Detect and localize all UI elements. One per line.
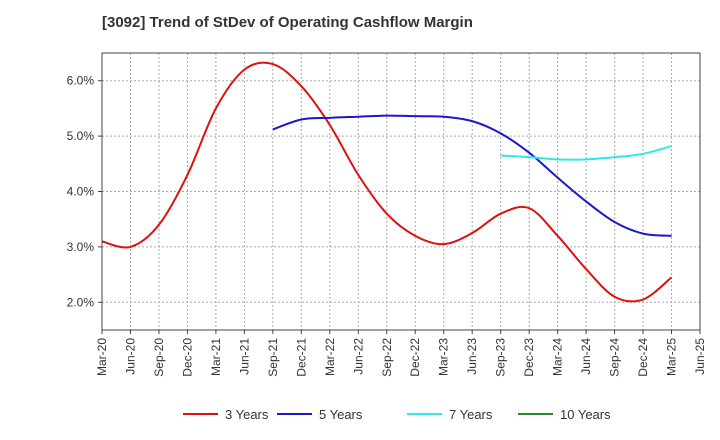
y-tick-label: 3.0% xyxy=(67,240,95,254)
x-tick-label: Sep-22 xyxy=(380,338,394,377)
x-tick-label: Dec-20 xyxy=(180,338,194,377)
x-tick-label: Jun-20 xyxy=(123,338,137,375)
y-tick-label: 5.0% xyxy=(67,129,95,143)
legend: 3 Years 5 Years 7 Years 10 Years xyxy=(183,407,611,422)
x-axis-ticks: Mar-20 Jun-20 Sep-20 Dec-20 Mar-21 Jun-21 Sep-… xyxy=(95,330,707,377)
x-tick-label: Dec-21 xyxy=(294,338,308,377)
x-tick-label: Mar-23 xyxy=(437,338,451,376)
x-tick-label: Sep-24 xyxy=(608,338,622,377)
series-line-2 xyxy=(500,145,672,161)
x-tick-label: Sep-21 xyxy=(266,338,280,377)
x-tick-label: Sep-23 xyxy=(494,338,508,377)
legend-label-1: 5 Years xyxy=(319,407,363,422)
x-tick-label: Mar-22 xyxy=(323,338,337,376)
y-tick-label: 6.0% xyxy=(67,74,95,88)
chart-title: [3092] Trend of StDev of Operating Cashf… xyxy=(102,14,473,31)
y-tick-label: 4.0% xyxy=(67,185,95,199)
x-tick-label: Dec-24 xyxy=(636,338,650,377)
x-tick-label: Mar-25 xyxy=(665,338,679,376)
x-tick-label: Mar-24 xyxy=(551,338,565,376)
x-tick-label: Sep-20 xyxy=(152,338,166,377)
x-tick-label: Jun-24 xyxy=(579,338,593,375)
x-tick-label: Jun-22 xyxy=(351,338,365,375)
legend-label-3: 10 Years xyxy=(560,407,611,422)
x-tick-label: Mar-20 xyxy=(95,338,109,376)
y-axis-ticks: 2.0% 3.0% 4.0% 5.0% 6.0% xyxy=(67,74,102,309)
series-lines xyxy=(101,61,673,303)
x-tick-label: Dec-23 xyxy=(522,338,536,377)
x-tick-label: Jun-23 xyxy=(465,338,479,375)
x-tick-label: Jun-21 xyxy=(237,338,251,375)
legend-label-2: 7 Years xyxy=(449,407,493,422)
x-tick-label: Dec-22 xyxy=(408,338,422,377)
x-tick-label: Mar-21 xyxy=(209,338,223,376)
y-tick-label: 2.0% xyxy=(67,295,95,309)
series-line-0 xyxy=(101,61,673,303)
legend-label-0: 3 Years xyxy=(225,407,269,422)
series-line-1 xyxy=(272,114,672,237)
x-tick-label: Jun-25 xyxy=(693,338,707,375)
